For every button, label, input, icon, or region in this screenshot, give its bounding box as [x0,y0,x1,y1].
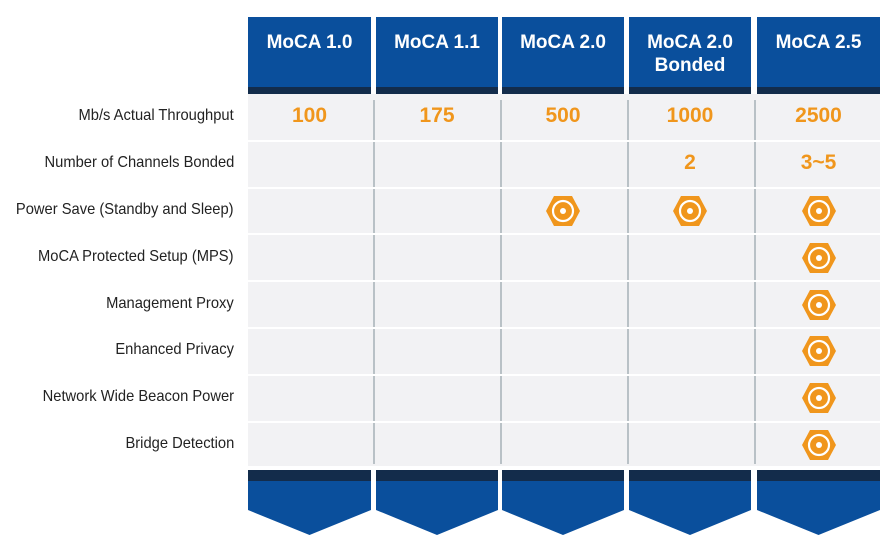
row-label: Enhanced Privacy [115,341,234,359]
column-header-label: MoCA 2.0 [647,32,733,53]
row-divider [248,233,880,235]
column-header-label: MoCA 1.1 [394,32,480,53]
row-label: Mb/s Actual Throughput [78,107,234,125]
column-divider [627,100,629,464]
orange-hex-nut-icon [801,289,836,320]
orange-hex-nut-icon [801,430,836,460]
column-header-sublabel: Bonded [654,55,726,76]
row-label: Power Save (Standby and Sleep) [16,201,234,218]
column-header: MoCA 2.0 [502,17,624,94]
cell-value: 3~5 [800,151,837,175]
orange-hex-nut-icon [546,196,580,226]
row-label: Network Wide Beacon Power [42,388,234,406]
column-footer-chevron [376,470,498,536]
row-divider [248,421,880,423]
column-header-label: MoCA 2.5 [775,32,862,53]
column-header: MoCA 2.0 Bonded [629,17,751,94]
cell-value: 100 [291,104,328,128]
column-footer-chevron [629,470,751,536]
cell-value: 1000 [666,104,714,128]
row-label: Bridge Detection [125,435,234,452]
orange-hex-nut-icon [673,196,707,226]
column-divider [500,100,502,464]
orange-hex-nut-icon [801,196,836,226]
column-footer-chevron [757,470,880,536]
row-divider [248,140,880,142]
row-divider [248,327,880,329]
column-divider [754,100,756,464]
column-divider [373,100,375,464]
row-divider [248,187,880,189]
orange-hex-nut-icon [801,383,836,414]
cell-value: 2500 [795,104,842,128]
row-divider [248,280,880,282]
column-header-label: MoCA 1.0 [266,32,353,53]
cell-value: 175 [419,104,455,128]
cell-value: 500 [545,104,581,128]
row-label: MoCA Protected Setup (MPS) [38,247,234,265]
column-footer-chevron [502,470,624,536]
column-header: MoCA 2.5 [757,17,880,94]
row-label: Management Proxy [106,294,234,312]
column-header-label: MoCA 2.0 [520,32,606,53]
column-header: MoCA 1.1 [376,17,498,94]
orange-hex-nut-icon [801,242,836,273]
column-header: MoCA 1.0 [248,17,371,94]
row-label: Number of Channels Bonded [44,154,234,172]
orange-hex-nut-icon [801,336,836,367]
cell-value: 2 [684,151,696,175]
column-footer-chevron [248,470,371,536]
row-divider [248,374,880,376]
